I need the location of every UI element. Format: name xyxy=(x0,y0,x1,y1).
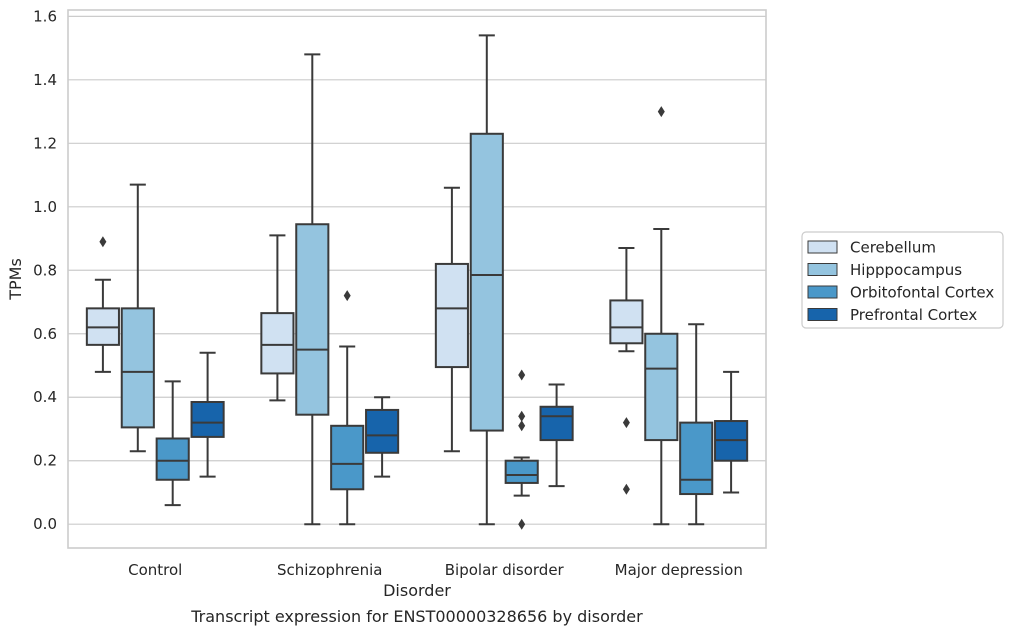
legend-label: Prefrontal Cortex xyxy=(850,306,977,324)
x-tick-label: Schizophrenia xyxy=(277,561,382,579)
box-group xyxy=(190,351,225,478)
box-layer xyxy=(85,34,749,530)
box xyxy=(190,400,225,438)
y-tick-label: 0.6 xyxy=(33,325,57,343)
y-axis-label: TPMs xyxy=(6,258,25,301)
box-group xyxy=(679,323,714,526)
y-tick-label: 0.2 xyxy=(33,452,57,470)
box xyxy=(539,405,574,442)
box xyxy=(330,424,365,491)
box-group xyxy=(120,183,155,453)
box-group xyxy=(365,396,400,478)
box xyxy=(365,408,400,454)
plot-border xyxy=(67,9,767,549)
legend: Cerebellum Hipppocampus Orbitofontal Corte… xyxy=(801,231,1004,329)
x-tick-labels: Control Schizophrenia Bipolar disorder Majo… xyxy=(128,561,743,579)
box-group xyxy=(714,370,749,494)
box-group xyxy=(504,369,539,530)
outlier-point xyxy=(518,410,526,422)
legend-label: Hipppocampus xyxy=(850,261,962,279)
box xyxy=(434,262,469,369)
y-tick-label: 0.4 xyxy=(33,388,57,406)
box xyxy=(469,132,504,432)
y-tick-labels: 0.0 0.2 0.4 0.6 0.8 1.0 1.2 1.4 1.6 xyxy=(33,7,57,533)
outlier-point xyxy=(343,290,351,302)
box xyxy=(679,421,714,496)
x-tick-label: Bipolar disorder xyxy=(445,561,565,579)
box-group xyxy=(295,53,330,526)
y-tick-label: 1.2 xyxy=(33,134,57,152)
plot-frame xyxy=(67,9,767,549)
outlier-point xyxy=(518,369,526,381)
legend-swatch xyxy=(807,308,838,321)
y-tick-label: 1.0 xyxy=(33,198,57,216)
box-group xyxy=(609,247,644,495)
y-tick-label: 0.8 xyxy=(33,261,57,279)
box xyxy=(295,223,330,416)
y-tick-label: 0.0 xyxy=(33,515,57,533)
outlier-point xyxy=(622,417,630,429)
box xyxy=(609,299,644,345)
outlier-point xyxy=(518,518,526,530)
legend-label: Cerebellum xyxy=(850,239,936,257)
legend-swatch xyxy=(807,263,838,276)
box-group xyxy=(434,186,469,453)
box-group xyxy=(330,290,365,526)
legend-label: Orbitofontal Cortex xyxy=(850,284,994,302)
outlier-point xyxy=(518,420,526,432)
y-tick-label: 1.6 xyxy=(33,7,57,25)
x-axis-label: Disorder xyxy=(383,581,451,600)
box-group xyxy=(469,34,504,526)
x-tick-label: Major depression xyxy=(615,561,743,579)
box xyxy=(155,437,190,481)
x-tick-label: Control xyxy=(128,561,182,579)
box xyxy=(504,459,539,484)
legend-frame xyxy=(801,231,1004,329)
outlier-point xyxy=(657,106,665,118)
box xyxy=(260,312,295,375)
box-group xyxy=(85,236,120,373)
box-group xyxy=(155,380,190,507)
outlier-point xyxy=(622,483,630,495)
box xyxy=(120,307,155,429)
figure-caption: Transcript expression for ENST0000032865… xyxy=(190,607,643,626)
box-group xyxy=(644,106,679,526)
outlier-point xyxy=(99,236,107,248)
box xyxy=(644,332,679,442)
legend-swatch xyxy=(807,240,838,254)
box-group xyxy=(539,383,574,488)
legend-swatch xyxy=(807,285,838,299)
box-group xyxy=(260,234,295,402)
y-tick-label: 1.4 xyxy=(33,71,57,89)
